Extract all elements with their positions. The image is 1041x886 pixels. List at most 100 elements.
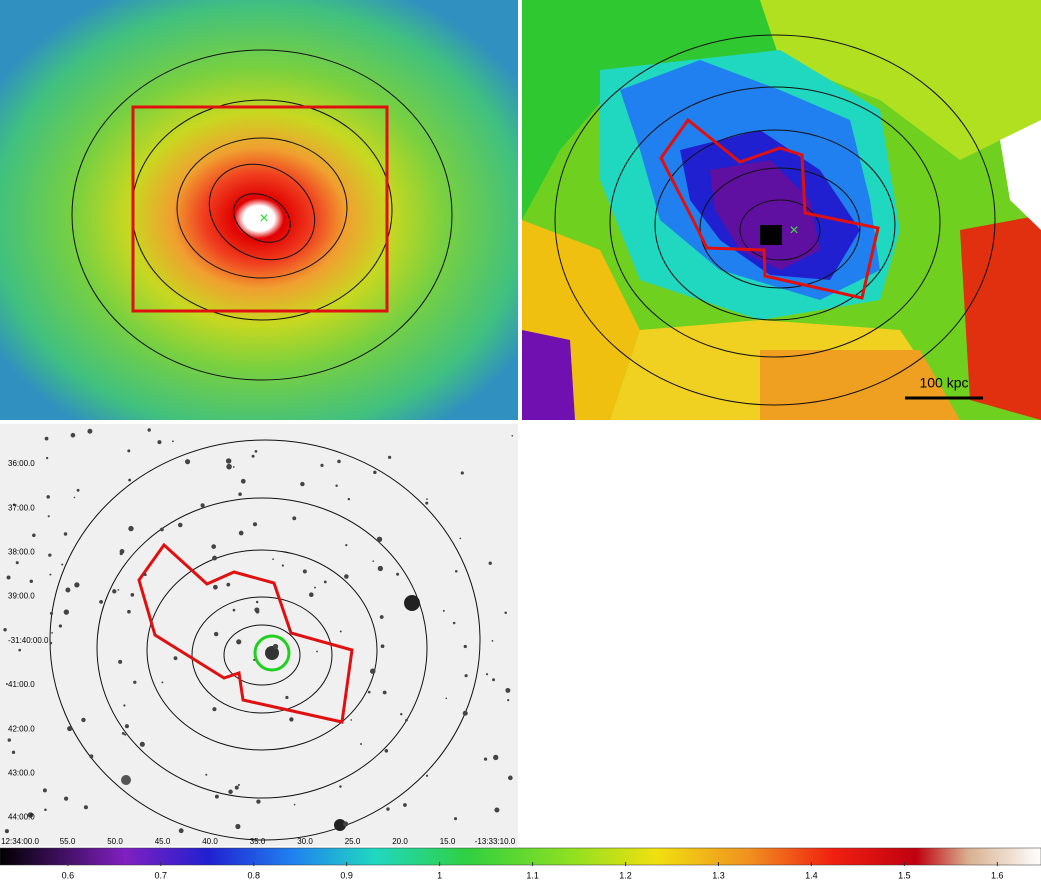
colorbar-tick-label: 0.7 (155, 870, 168, 880)
star (49, 573, 52, 576)
star (213, 584, 218, 590)
colorbar-tick-label: 1.4 (805, 870, 818, 880)
star (370, 668, 376, 674)
star (73, 496, 76, 499)
star (27, 812, 34, 818)
star (58, 624, 63, 628)
dec-label: 41:00.0 (8, 680, 35, 689)
colorbar-tick-label: 1.1 (526, 870, 539, 880)
star (119, 552, 123, 556)
star (251, 454, 255, 458)
star (49, 641, 53, 645)
star (65, 587, 71, 593)
star (81, 717, 86, 723)
star (44, 808, 47, 812)
star (323, 580, 327, 584)
star (200, 503, 205, 508)
star (45, 456, 49, 460)
star (117, 589, 120, 591)
star (384, 748, 389, 753)
star (380, 644, 385, 649)
star (335, 484, 338, 488)
star (211, 544, 217, 549)
star (32, 533, 36, 538)
star (504, 611, 507, 614)
star (382, 690, 387, 695)
star (285, 695, 289, 700)
star (74, 582, 80, 588)
star (161, 681, 164, 684)
star (386, 807, 390, 811)
ra-label: 50.0 (107, 837, 123, 846)
star (185, 459, 191, 465)
star (272, 643, 279, 650)
colorbar-tick-label: 1.3 (712, 870, 725, 880)
star (253, 658, 256, 661)
star (483, 757, 488, 761)
star (130, 593, 135, 597)
star (396, 572, 400, 576)
ra-label: 12:34:00.0 (1, 837, 39, 846)
star (511, 434, 514, 437)
ra-label: -13:33:10.0 (475, 837, 516, 846)
star (293, 803, 296, 806)
star (488, 561, 492, 565)
colorbar-tick-label: 0.9 (340, 870, 353, 880)
star (235, 823, 241, 830)
star (128, 525, 134, 532)
star (87, 428, 93, 434)
star (377, 565, 384, 572)
star (292, 516, 297, 521)
scale-bar-label: 100 kpc (919, 375, 968, 391)
star (29, 579, 34, 584)
star (124, 733, 127, 736)
star (63, 609, 70, 615)
star (49, 611, 54, 615)
star (463, 644, 467, 649)
ra-label: 45.0 (155, 837, 171, 846)
star (46, 495, 50, 499)
star (173, 656, 178, 661)
star (47, 515, 50, 518)
star (425, 501, 429, 505)
star (121, 731, 125, 735)
star (308, 592, 314, 598)
star (459, 537, 462, 540)
star (302, 569, 307, 574)
star (226, 582, 231, 587)
star (464, 674, 468, 678)
star (232, 608, 236, 612)
star (214, 794, 219, 799)
star (367, 690, 371, 694)
star (48, 553, 52, 557)
star (128, 478, 132, 482)
dec-label: 36:00.0 (8, 459, 35, 468)
dec-label: 38:00.0 (8, 548, 35, 557)
star (445, 697, 448, 700)
star (491, 640, 494, 642)
colorbar-tick-label: 1.6 (991, 870, 1004, 880)
star (493, 754, 499, 761)
star (405, 718, 408, 722)
star (373, 470, 377, 475)
star (254, 449, 258, 453)
ra-label: 30.0 (297, 837, 313, 846)
star (485, 673, 489, 676)
star (139, 741, 145, 747)
xray-panel: × (0, 0, 518, 420)
star (347, 497, 351, 501)
star (236, 639, 242, 645)
star (453, 817, 458, 821)
star (508, 775, 513, 781)
star (4, 829, 9, 834)
star (343, 821, 349, 827)
star (160, 527, 164, 532)
star (256, 799, 261, 804)
star (127, 449, 131, 453)
dec-label: 44:00.0 (8, 813, 35, 822)
star (339, 785, 342, 788)
star (350, 719, 353, 721)
star (454, 569, 458, 573)
ra-label: 55.0 (60, 837, 76, 846)
